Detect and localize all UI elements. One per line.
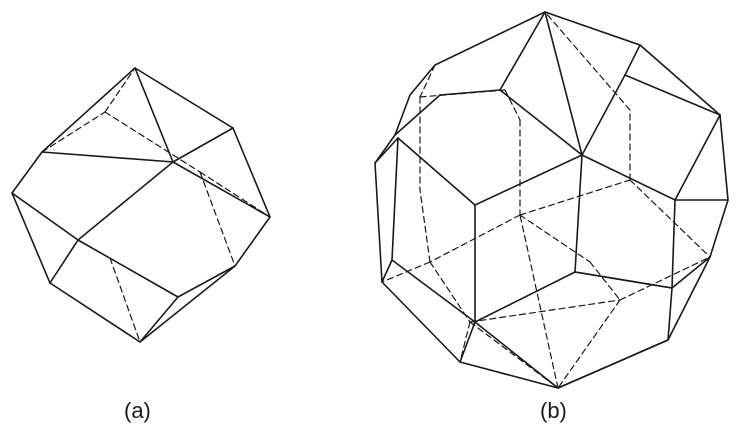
visible-edges <box>374 11 729 389</box>
caption-b: (b) <box>540 398 567 423</box>
rhombic-triacontahedron-drawing <box>374 11 729 389</box>
hidden-edges <box>11 67 271 343</box>
visible-edges <box>11 67 271 343</box>
rhombic-dodecahedron-drawing <box>11 67 271 343</box>
caption-a: (a) <box>124 398 151 423</box>
